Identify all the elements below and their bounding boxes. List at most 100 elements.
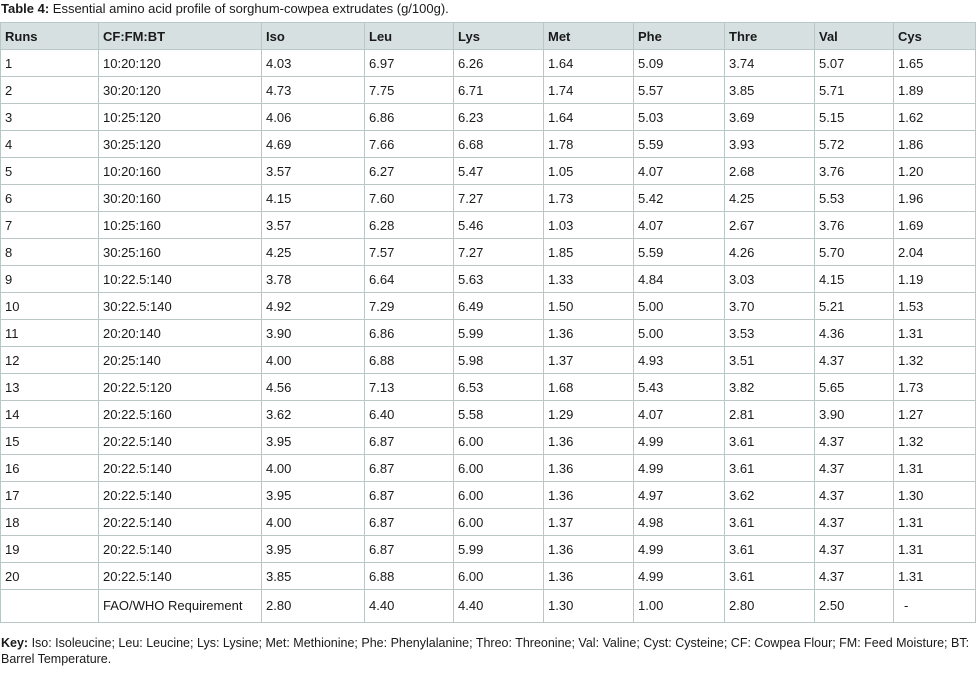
column-header: Thre	[724, 22, 815, 50]
table-cell: 20:22.5:140	[98, 508, 262, 536]
requirement-cell: 2.80	[724, 589, 815, 623]
table-cell: 15	[0, 427, 99, 455]
table-cell: 6.49	[453, 292, 544, 320]
table-cell: 3.90	[814, 400, 894, 428]
table-header-row: Runs CF:FM:BT Iso Leu Lys Met Phe Thre Val Cys	[0, 22, 976, 50]
table-cell: 4.15	[261, 184, 365, 212]
table-cell: 20	[0, 562, 99, 590]
table-cell: 1.86	[893, 130, 976, 158]
table-cell: 4	[0, 130, 99, 158]
table-row: 4 30:25:120 4.69 7.66 6.68 1.78 5.59 3.93 5.72 1.…	[0, 130, 976, 158]
table-cell: 1.96	[893, 184, 976, 212]
table-cell: 30:25:120	[98, 130, 262, 158]
table-cell: 3.76	[814, 157, 894, 185]
table-cell: 5.98	[453, 346, 544, 374]
table-cell: 5.65	[814, 373, 894, 401]
table-cell: 1.03	[543, 211, 634, 239]
table-cell: 4.07	[633, 157, 725, 185]
table-cell: 3.03	[724, 265, 815, 293]
column-header: Runs	[0, 22, 99, 50]
table-cell: 10:25:160	[98, 211, 262, 239]
table-cell: 6.87	[364, 508, 454, 536]
table-cell: 6.87	[364, 454, 454, 482]
table-cell: 12	[0, 346, 99, 374]
table-cell: 5.46	[453, 211, 544, 239]
table-cell: 5.53	[814, 184, 894, 212]
column-header: Lys	[453, 22, 544, 50]
table-cell: 6.71	[453, 76, 544, 104]
table-cell: 4.73	[261, 76, 365, 104]
table-cell: 20:22.5:140	[98, 535, 262, 563]
table-cell: 1.32	[893, 346, 976, 374]
key-label: Key:	[1, 636, 29, 650]
table-cell: 9	[0, 265, 99, 293]
table-row: 18 20:22.5:140 4.00 6.87 6.00 1.37 4.98 3.61 4.3…	[0, 508, 976, 536]
table-cell: 20:20:140	[98, 319, 262, 347]
table-row: 13 20:22.5:120 4.56 7.13 6.53 1.68 5.43 3.82 5.6…	[0, 373, 976, 401]
table-cell: 4.26	[724, 238, 815, 266]
table-cell: 4.37	[814, 508, 894, 536]
table-cell: 30:20:120	[98, 76, 262, 104]
table-row: 11 20:20:140 3.90 6.86 5.99 1.36 5.00 3.53 4.36 1…	[0, 319, 976, 347]
table-cell: 1.64	[543, 49, 634, 77]
table-cell: 1.33	[543, 265, 634, 293]
table-cell: 10:20:120	[98, 49, 262, 77]
table-row: 16 20:22.5:140 4.00 6.87 6.00 1.36 4.99 3.61 4.3…	[0, 454, 976, 482]
table-cell: 6.26	[453, 49, 544, 77]
table-cell: 1.78	[543, 130, 634, 158]
table-cell: 30:22.5:140	[98, 292, 262, 320]
table-cell: 4.99	[633, 535, 725, 563]
table-cell: 1.85	[543, 238, 634, 266]
table-cell: 20:22.5:160	[98, 400, 262, 428]
table-cell: 4.15	[814, 265, 894, 293]
table-cell: 10:25:120	[98, 103, 262, 131]
requirement-cell: FAO/WHO Requirement	[98, 589, 262, 623]
table-cell: 5.70	[814, 238, 894, 266]
table-cell: 5.15	[814, 103, 894, 131]
table-cell: 7.27	[453, 184, 544, 212]
table-cell: 18	[0, 508, 99, 536]
table-cell: 4.25	[724, 184, 815, 212]
table-cell: 6.00	[453, 481, 544, 509]
table-cell: 4.00	[261, 346, 365, 374]
table-cell: 3.51	[724, 346, 815, 374]
table-cell: 13	[0, 373, 99, 401]
table-cell: 7.66	[364, 130, 454, 158]
table-cell: 7.29	[364, 292, 454, 320]
table-caption: Table 4: Essential amino acid profile of…	[0, 0, 976, 22]
table-row: 12 20:25:140 4.00 6.88 5.98 1.37 4.93 3.51 4.37 1…	[0, 346, 976, 374]
table-cell: 3.62	[261, 400, 365, 428]
table-row: 19 20:22.5:140 3.95 6.87 5.99 1.36 4.99 3.61 4.3…	[0, 535, 976, 563]
column-header: Cys	[893, 22, 976, 50]
table-cell: 4.25	[261, 238, 365, 266]
table-cell: 1.74	[543, 76, 634, 104]
table-cell: 1.20	[893, 157, 976, 185]
table-key: Key: Iso: Isoleucine; Leu: Leucine; Lys:…	[0, 623, 975, 667]
table-cell: 8	[0, 238, 99, 266]
table-cell: 7.75	[364, 76, 454, 104]
table-row: 8 30:25:160 4.25 7.57 7.27 1.85 5.59 4.26 5.70 2.…	[0, 238, 976, 266]
key-text: Iso: Isoleucine; Leu: Leucine; Lys: Lysi…	[1, 636, 970, 666]
table-cell: 3.62	[724, 481, 815, 509]
table-cell: 4.00	[261, 508, 365, 536]
table-cell: 4.37	[814, 427, 894, 455]
table-cell: 4.93	[633, 346, 725, 374]
requirement-cell: 1.00	[633, 589, 725, 623]
table-cell: 3.69	[724, 103, 815, 131]
table-cell: 1.31	[893, 562, 976, 590]
table-cell: 3.85	[261, 562, 365, 590]
table-cell: 5.59	[633, 238, 725, 266]
table-cell: 6.27	[364, 157, 454, 185]
table-cell: 4.37	[814, 346, 894, 374]
table-cell: 3.61	[724, 508, 815, 536]
table-cell: 3.53	[724, 319, 815, 347]
table-cell: 3.57	[261, 157, 365, 185]
table-cell: 1.29	[543, 400, 634, 428]
table-cell: 6.68	[453, 130, 544, 158]
table-cell: 4.07	[633, 211, 725, 239]
table-cell: 5.99	[453, 319, 544, 347]
table-cell: 1.37	[543, 346, 634, 374]
caption-text: Essential amino acid profile of sorghum-…	[49, 1, 449, 16]
requirement-cell: -	[893, 589, 976, 623]
table-cell: 2.67	[724, 211, 815, 239]
